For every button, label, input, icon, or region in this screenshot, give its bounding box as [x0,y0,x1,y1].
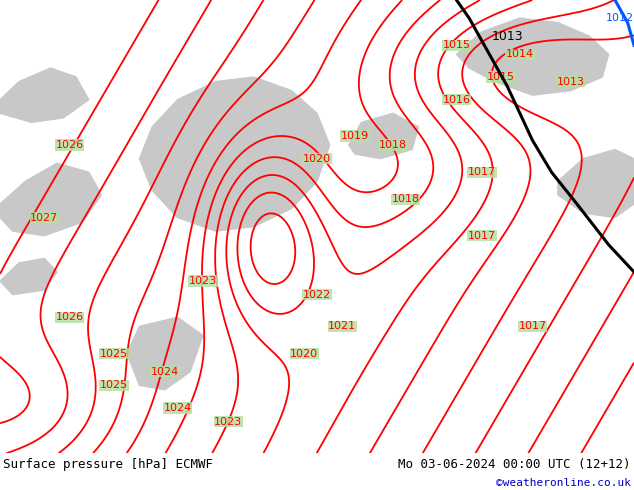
Text: 1013: 1013 [491,30,523,43]
Text: 1023: 1023 [189,276,217,286]
Text: 1024: 1024 [164,403,191,413]
Polygon shape [456,18,609,95]
Text: 1014: 1014 [506,49,534,59]
Text: 1026: 1026 [56,140,84,150]
Text: 1026: 1026 [56,312,84,322]
Text: 1023: 1023 [214,416,242,426]
Polygon shape [558,149,634,218]
Text: Mo 03-06-2024 00:00 UTC (12+12): Mo 03-06-2024 00:00 UTC (12+12) [398,458,631,471]
Text: 1020: 1020 [303,154,331,164]
Text: 1019: 1019 [341,131,369,141]
Text: 1025: 1025 [100,348,128,359]
Text: 1018: 1018 [392,195,420,204]
Text: 1020: 1020 [290,348,318,359]
Text: 1027: 1027 [30,213,58,222]
Text: 1017: 1017 [519,321,547,331]
Polygon shape [0,163,101,236]
Text: 1021: 1021 [328,321,356,331]
Polygon shape [127,318,203,390]
Polygon shape [0,68,89,122]
Text: 1018: 1018 [379,140,407,150]
Text: 1012: 1012 [606,13,634,23]
Text: 1017: 1017 [468,167,496,177]
Text: 1024: 1024 [151,367,179,377]
Text: 1017: 1017 [468,231,496,241]
Text: 1022: 1022 [303,290,331,299]
Text: 1025: 1025 [100,380,128,390]
Text: Surface pressure [hPa] ECMWF: Surface pressure [hPa] ECMWF [3,458,213,471]
Text: 1016: 1016 [443,95,470,105]
Polygon shape [139,77,330,231]
Text: 1015: 1015 [487,72,515,82]
Text: ©weatheronline.co.uk: ©weatheronline.co.uk [496,478,631,489]
Text: 1015: 1015 [443,40,470,50]
Text: 1013: 1013 [557,76,585,87]
Polygon shape [0,258,57,294]
Polygon shape [349,113,418,159]
